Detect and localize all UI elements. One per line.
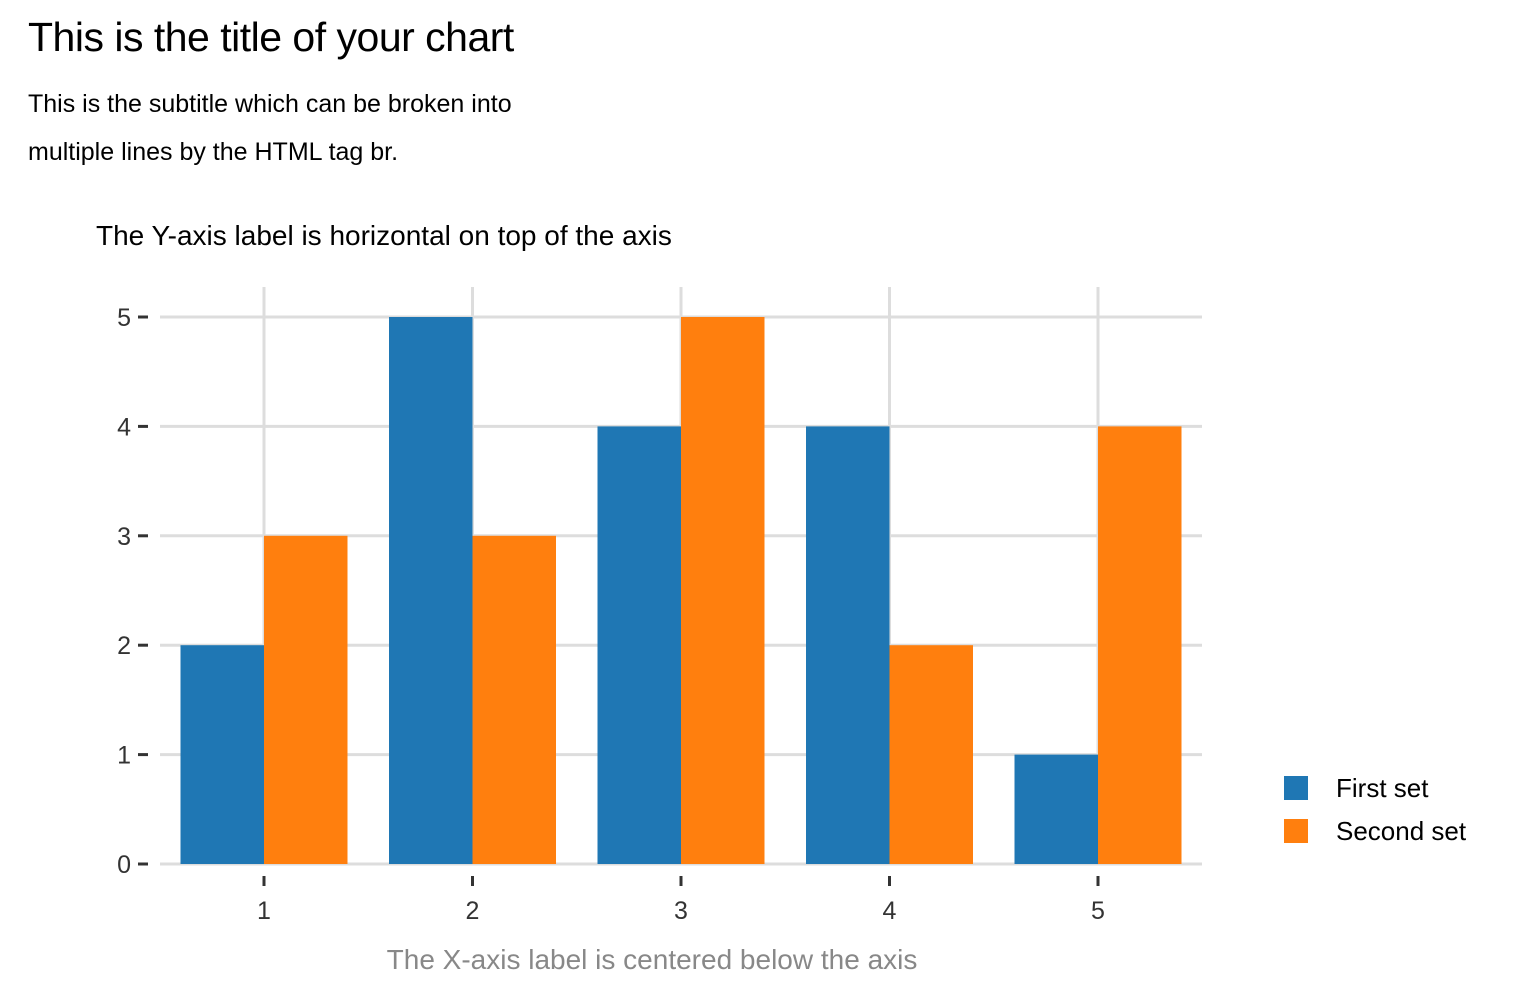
y-axis-label: The Y-axis label is horizontal on top of… <box>96 220 672 251</box>
bar <box>264 535 348 864</box>
bar <box>806 426 890 864</box>
x-tick-label: 1 <box>257 897 271 925</box>
bar <box>597 426 681 864</box>
x-tick-label: 5 <box>1091 897 1105 925</box>
chart-title: This is the title of your chart <box>28 14 514 60</box>
y-tick-label: 1 <box>117 742 131 770</box>
x-tick-label: 4 <box>883 897 897 925</box>
bar <box>472 535 556 864</box>
y-tick-label: 5 <box>117 304 131 332</box>
y-tick-label: 0 <box>117 851 131 879</box>
bars <box>180 317 1182 864</box>
bar <box>389 317 473 864</box>
subtitle-line-2: multiple lines by the HTML tag br. <box>28 138 399 166</box>
bar <box>889 645 973 864</box>
legend-swatch <box>1284 819 1308 843</box>
legend: First set Second set <box>1284 773 1467 846</box>
legend-label: First set <box>1336 773 1429 803</box>
x-axis-label: The X-axis label is centered below the a… <box>387 944 918 975</box>
x-tick-label: 3 <box>674 897 688 925</box>
x-axis: 1 2 3 4 5 <box>257 876 1105 925</box>
bar <box>180 645 264 864</box>
bar <box>1014 754 1098 864</box>
y-axis: 0 1 2 3 4 5 <box>117 304 148 879</box>
y-tick-label: 2 <box>117 632 131 660</box>
bar <box>1098 426 1182 864</box>
chart-subtitle: This is the subtitle which can be broken… <box>28 80 512 176</box>
y-tick-label: 4 <box>117 413 131 441</box>
legend-label: Second set <box>1336 816 1467 846</box>
y-tick-label: 3 <box>117 523 131 551</box>
legend-swatch <box>1284 776 1308 800</box>
x-tick-label: 2 <box>466 897 480 925</box>
bar <box>681 317 765 864</box>
subtitle-line-1: This is the subtitle which can be broken… <box>28 90 512 118</box>
